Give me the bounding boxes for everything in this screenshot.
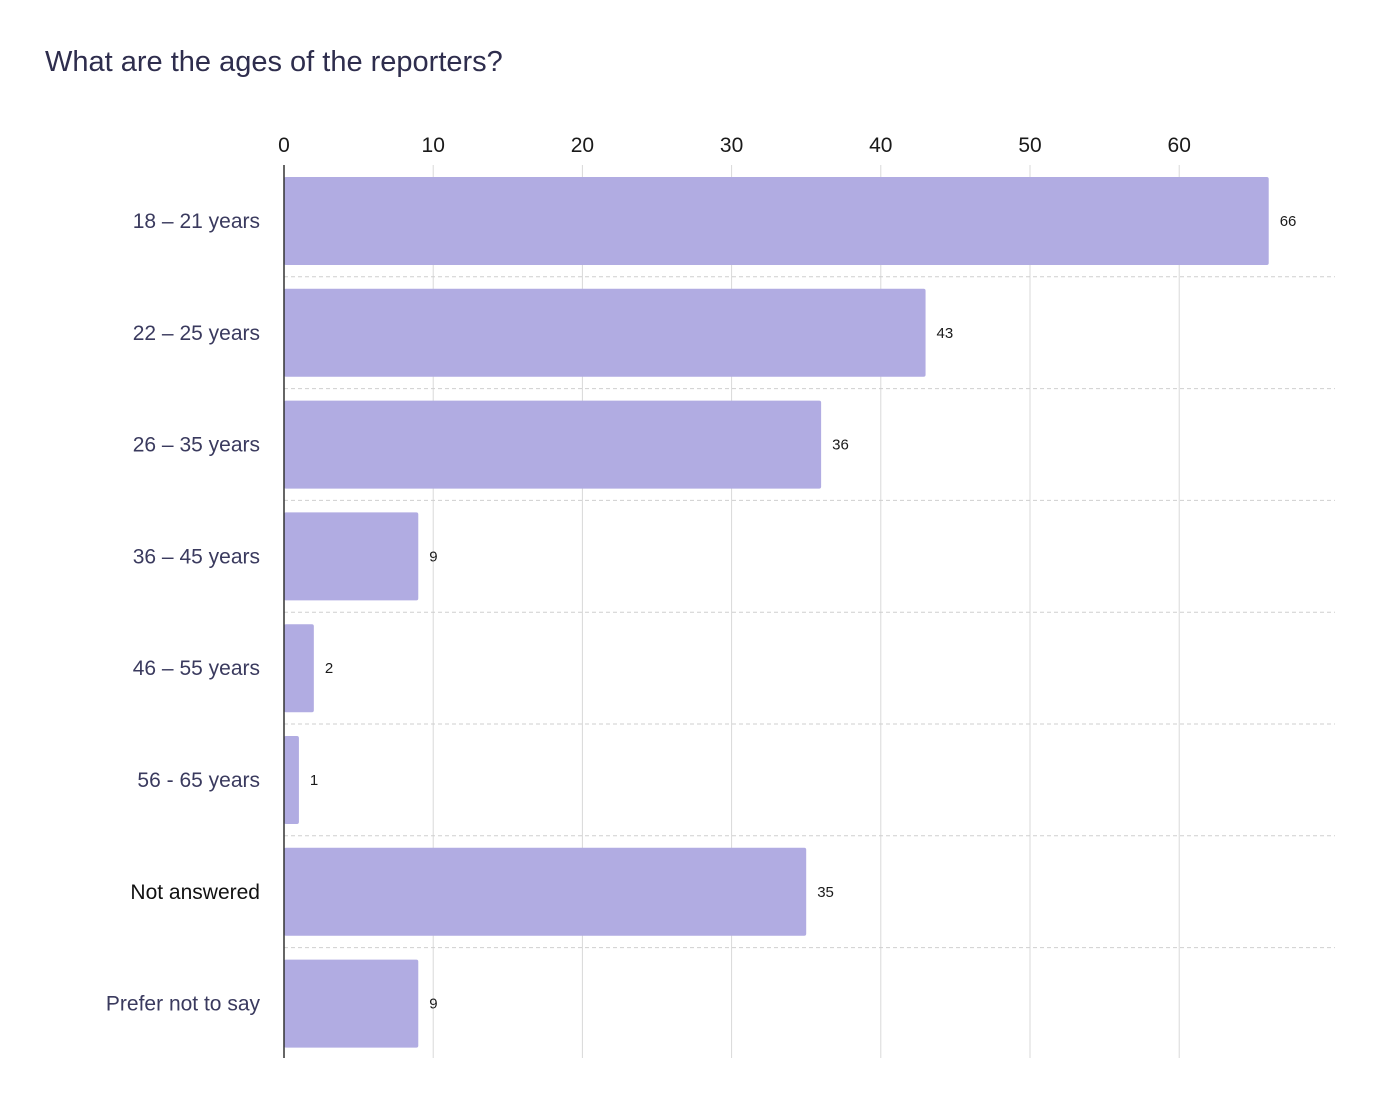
chart-title: What are the ages of the reporters? bbox=[45, 46, 503, 78]
bar bbox=[284, 177, 1269, 265]
data-label: 36 bbox=[832, 437, 849, 454]
category-labels: 18 – 21 years 22 – 25 years 26 – 35 years 3… bbox=[106, 210, 261, 1016]
data-label: 35 bbox=[817, 884, 834, 901]
data-label: 66 bbox=[1280, 213, 1297, 230]
bar bbox=[284, 736, 299, 824]
data-label: 1 bbox=[310, 772, 318, 789]
bar bbox=[284, 288, 926, 377]
data-label: 9 bbox=[429, 996, 437, 1013]
category-label: Prefer not to say bbox=[106, 993, 261, 1016]
category-label: 22 – 25 years bbox=[133, 322, 260, 345]
bar bbox=[284, 512, 419, 601]
x-tick-label: 30 bbox=[720, 134, 743, 157]
category-label: 36 – 45 years bbox=[133, 545, 260, 568]
bar bbox=[284, 624, 314, 713]
row-separators bbox=[284, 276, 1335, 949]
x-tick-label: 0 bbox=[278, 134, 290, 157]
x-tick-label: 60 bbox=[1168, 134, 1191, 157]
data-label: 2 bbox=[325, 660, 333, 677]
data-label: 9 bbox=[429, 548, 437, 565]
x-tick-label: 10 bbox=[422, 134, 445, 157]
category-label: 56 - 65 years bbox=[137, 769, 260, 792]
bar bbox=[284, 959, 419, 1048]
data-label: 43 bbox=[937, 325, 954, 342]
x-tick-label: 50 bbox=[1018, 134, 1041, 157]
bars bbox=[284, 177, 1269, 1048]
bar bbox=[284, 400, 822, 489]
category-label: 46 – 55 years bbox=[133, 657, 260, 680]
category-label: 18 – 21 years bbox=[133, 210, 260, 233]
x-tick-label: 20 bbox=[571, 134, 594, 157]
bar bbox=[284, 847, 807, 936]
category-label: Not answered bbox=[130, 881, 260, 904]
data-labels: 66 43 36 9 2 1 35 9 bbox=[310, 213, 1296, 1013]
x-tick-label: 40 bbox=[869, 134, 892, 157]
x-axis-ticks: 0 10 20 30 40 50 60 bbox=[278, 134, 1191, 157]
category-label: 26 – 35 years bbox=[133, 434, 260, 457]
